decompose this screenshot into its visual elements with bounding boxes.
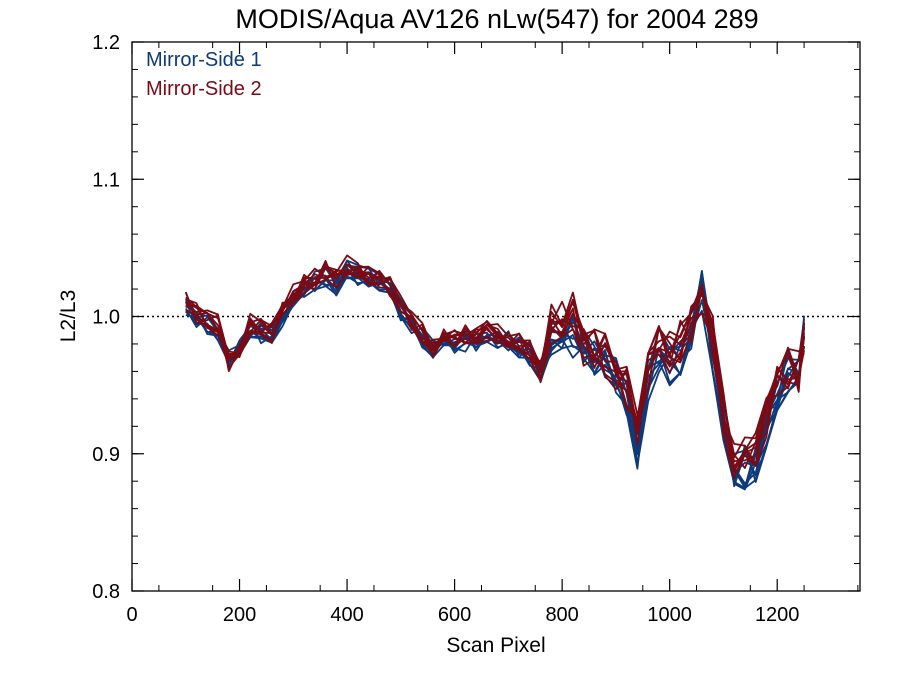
y-tick-label: 1.0 xyxy=(92,307,120,329)
x-axis-label: Scan Pixel xyxy=(446,634,545,657)
axis-ticks xyxy=(131,41,860,592)
series-line-mirror-side-1 xyxy=(185,259,805,485)
x-tick-label: 200 xyxy=(223,604,256,626)
series-line-mirror-side-1 xyxy=(185,259,805,488)
x-tick-label: 600 xyxy=(438,604,471,626)
series-line-mirror-side-1 xyxy=(185,270,805,485)
series-line-mirror-side-1 xyxy=(185,266,805,488)
y-tick-label: 0.8 xyxy=(92,581,120,603)
x-tick-label: 400 xyxy=(330,604,363,626)
series-line-mirror-side-2 xyxy=(185,263,805,469)
x-tick-label: 1000 xyxy=(647,604,692,626)
series-line-mirror-side-1 xyxy=(185,265,805,490)
legend-entry-mirror-side-1: Mirror-Side 1 xyxy=(146,49,262,71)
y-tick-label: 1.1 xyxy=(92,169,120,191)
plot-frame xyxy=(131,41,861,592)
series-line-mirror-side-2 xyxy=(185,266,805,479)
series-line-mirror-side-2 xyxy=(185,269,805,473)
chart-title: MODIS/Aqua AV126 nLw(547) for 2004 289 xyxy=(235,4,758,34)
x-tick-label: 800 xyxy=(545,604,578,626)
series-line-mirror-side-1 xyxy=(185,275,805,491)
series-lines xyxy=(184,254,805,491)
series-line-mirror-side-2 xyxy=(185,254,805,469)
y-tick-label: 1.2 xyxy=(92,32,120,54)
series-line-mirror-side-2 xyxy=(185,266,805,480)
legend-entry-mirror-side-2: Mirror-Side 2 xyxy=(146,78,262,100)
series-line-mirror-side-1 xyxy=(185,271,805,489)
x-tick-label: 1200 xyxy=(755,604,800,626)
tick-labels: 0 200 400 600 800 1000 1200 0.8 0.9 1.0 1.1 1.2 xyxy=(92,32,799,626)
series-line-mirror-side-2 xyxy=(185,267,805,463)
y-axis-label: L2/L3 xyxy=(57,290,80,343)
y-tick-label: 0.9 xyxy=(92,444,120,466)
x-tick-label: 0 xyxy=(126,604,137,626)
